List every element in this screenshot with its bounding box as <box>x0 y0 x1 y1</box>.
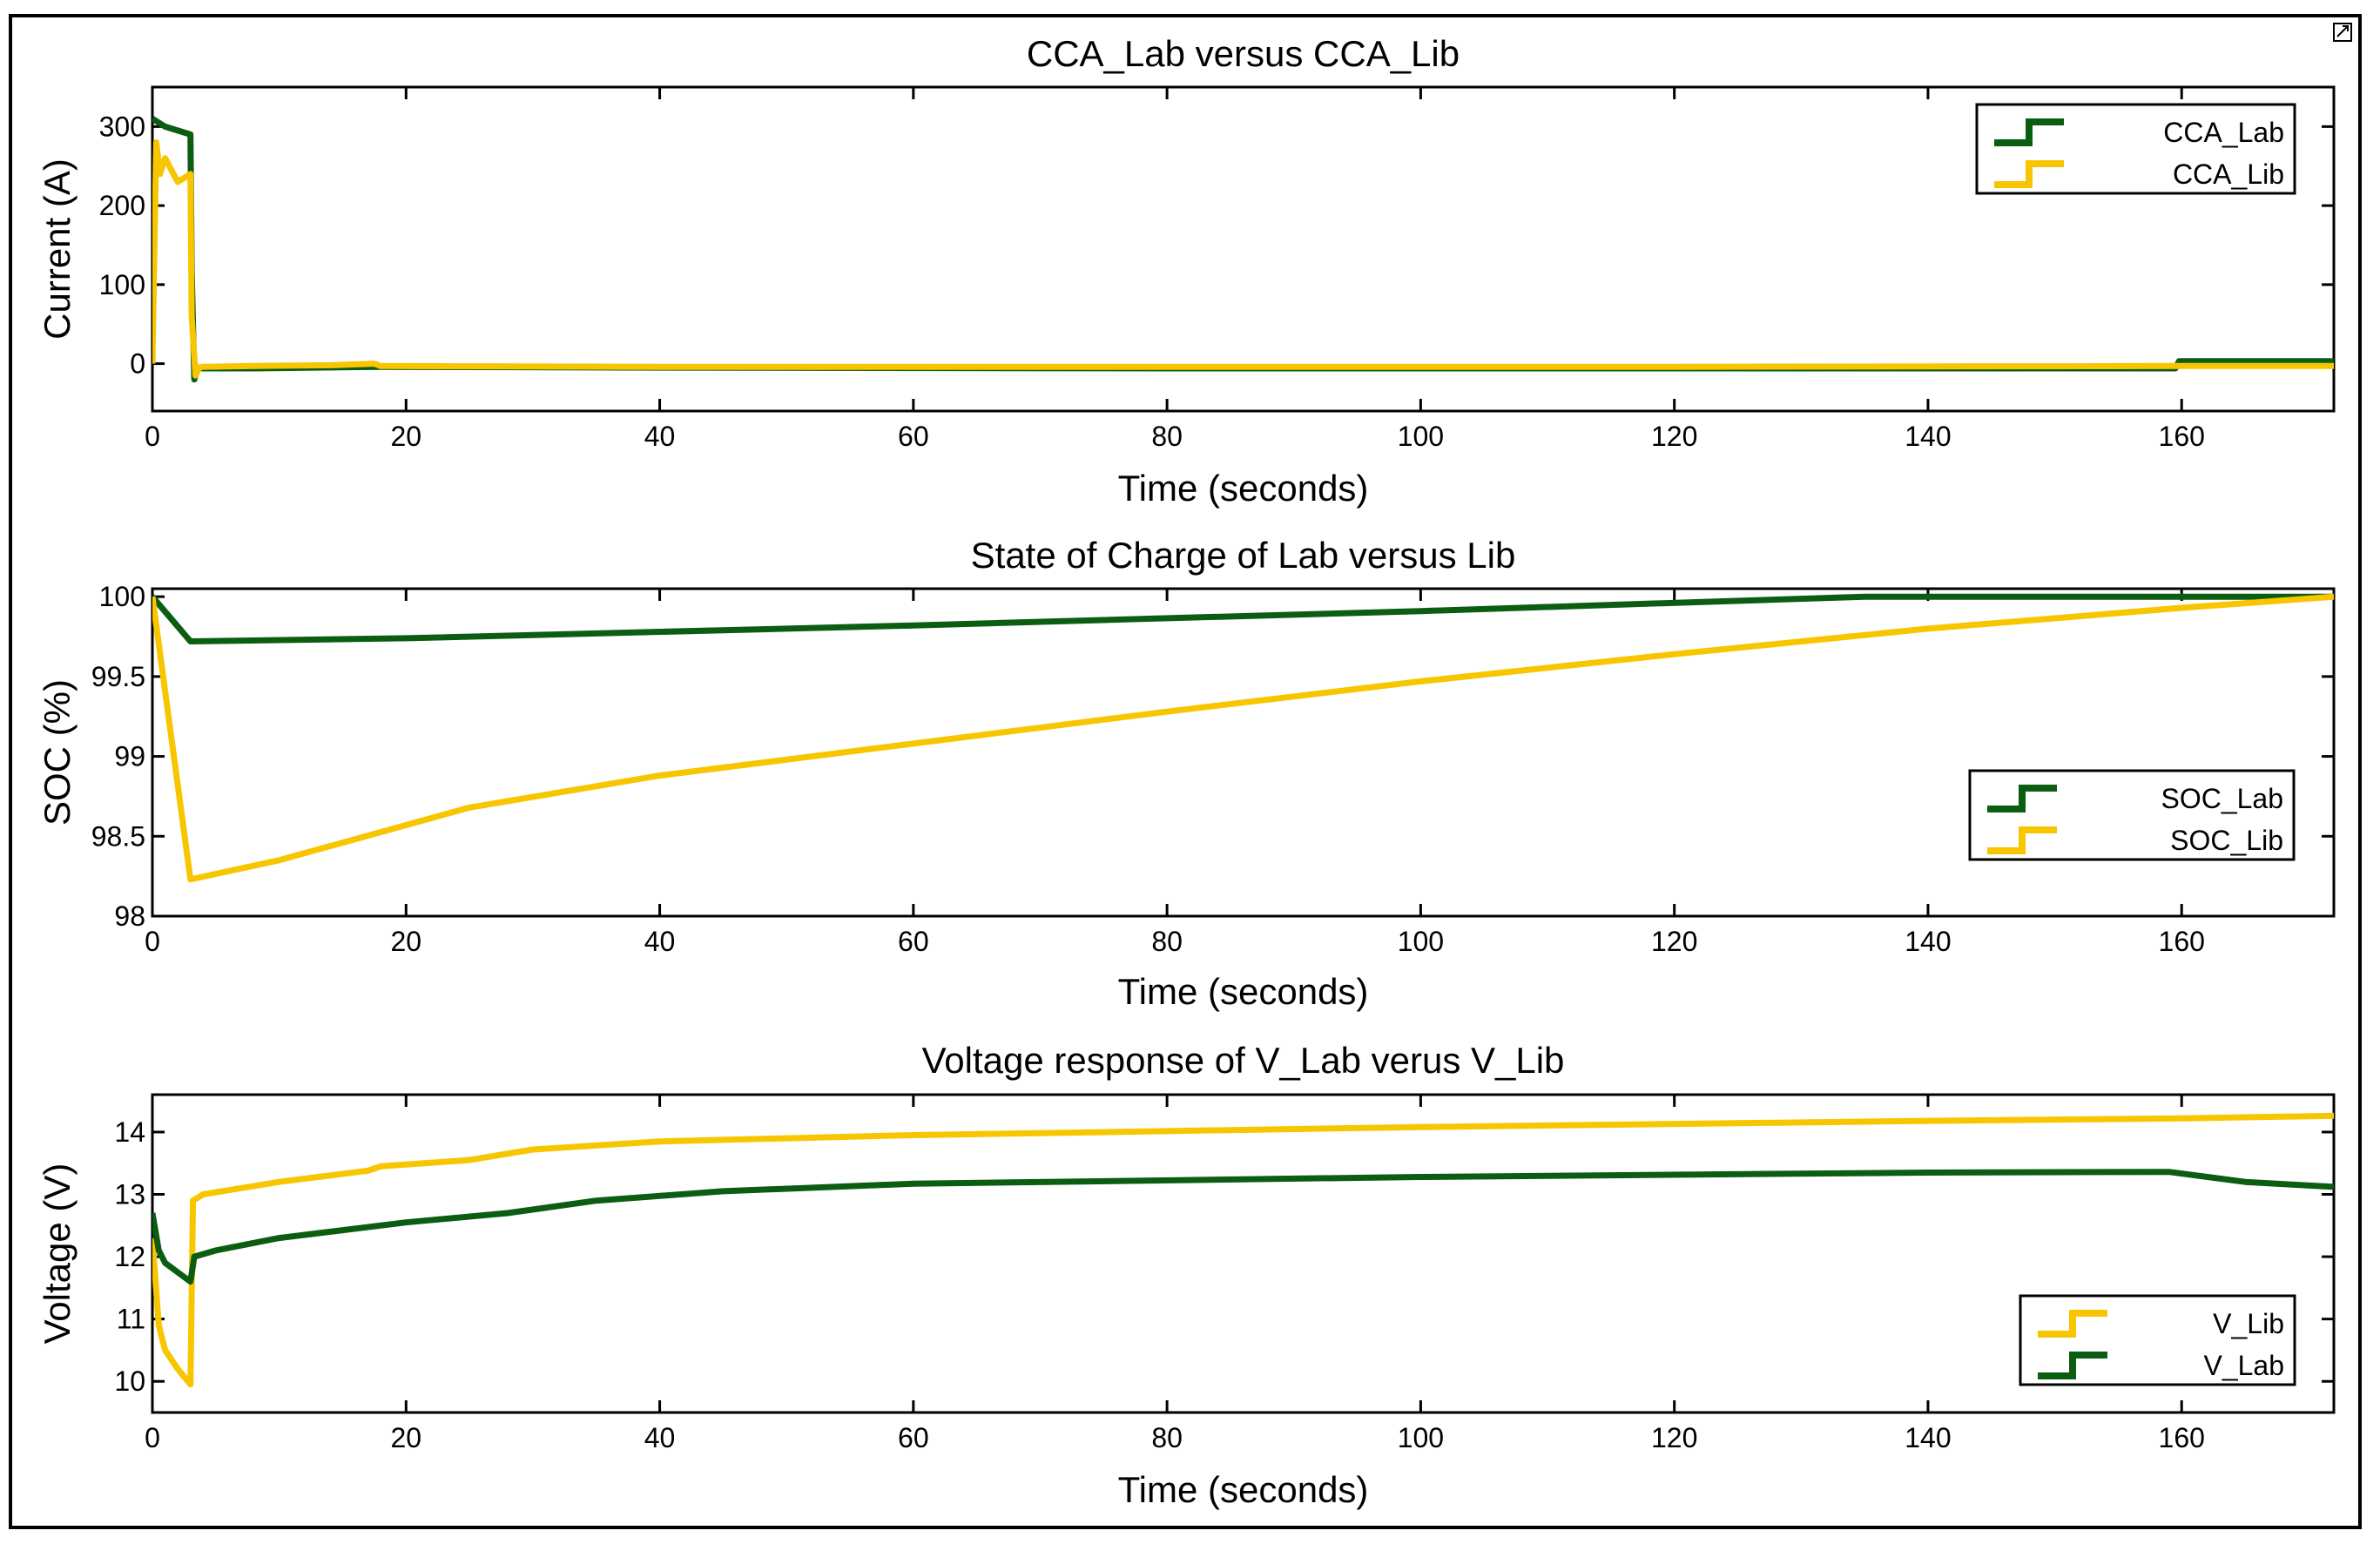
x-axis-label: Time (seconds) <box>1118 971 1369 1012</box>
x-tick-label: 140 <box>1905 926 1951 957</box>
x-tick-label: 20 <box>390 1422 421 1453</box>
series-line-V_Lab <box>152 1169 2334 1285</box>
x-axis-label: Time (seconds) <box>1118 1469 1369 1510</box>
chart-title: CCA_Lab versus CCA_Lib <box>1027 33 1460 74</box>
y-tick-label: 10 <box>114 1365 145 1397</box>
legend-swatch <box>1994 160 2064 188</box>
x-tick-label: 40 <box>644 926 676 957</box>
y-tick-label: 98 <box>114 900 145 932</box>
x-tick-label: 140 <box>1905 421 1951 452</box>
legend: V_Lib V_Lab <box>2019 1294 2296 1386</box>
x-tick-label: 40 <box>644 421 676 452</box>
y-tick-label: 0 <box>130 348 145 380</box>
y-tick-label: 100 <box>99 581 145 612</box>
series-line-CCA_Lib <box>152 139 2334 379</box>
y-tick-label: 99 <box>114 741 145 772</box>
x-tick-label: 140 <box>1905 1422 1951 1453</box>
x-tick-label: 100 <box>1398 926 1444 957</box>
legend-swatch <box>2038 1352 2107 1379</box>
subplot-3: 0 20 40 60 80 100 120 140 160 10 11 12 13 14 Voltage r… <box>37 1040 2336 1510</box>
legend-entry: CCA_Lib <box>2173 158 2284 190</box>
y-axis-label: Current (A) <box>37 158 78 340</box>
y-tick-label: 200 <box>99 190 145 221</box>
legend-swatch <box>1987 785 2057 812</box>
x-axis-label: Time (seconds) <box>1118 468 1369 509</box>
x-tick-label: 60 <box>898 1422 929 1453</box>
x-tick-label: 20 <box>390 421 421 452</box>
chart-title: State of Charge of Lab versus Lib <box>971 535 1516 576</box>
figure-frame <box>9 14 2362 1529</box>
series-line-SOC_Lab <box>152 593 2334 644</box>
y-tick-label: 99.5 <box>91 661 145 692</box>
x-tick-label: 80 <box>1151 926 1183 957</box>
x-tick-label: 160 <box>2159 1422 2205 1453</box>
y-tick-label: 14 <box>114 1116 145 1148</box>
y-axis-label: Voltage (V) <box>37 1163 78 1345</box>
y-tick-label: 100 <box>99 269 145 300</box>
x-tick-label: 100 <box>1398 421 1444 452</box>
legend-swatch <box>2038 1310 2107 1338</box>
x-tick-label: 40 <box>644 1422 676 1453</box>
legend-entry: SOC_Lib <box>2170 825 2283 856</box>
x-tick-label: 60 <box>898 421 929 452</box>
x-tick-label: 60 <box>898 926 929 957</box>
y-tick-label: 13 <box>114 1179 145 1210</box>
axes-box <box>151 1093 2336 1414</box>
y-tick-label: 300 <box>99 111 145 142</box>
series-line-SOC_Lib <box>152 593 2334 883</box>
x-tick-label: 160 <box>2159 421 2205 452</box>
chart-title: Voltage response of V_Lab verus V_Lib <box>922 1040 1565 1081</box>
x-tick-label: 80 <box>1151 1422 1183 1453</box>
x-tick-label: 120 <box>1651 421 1697 452</box>
x-tick-label: 100 <box>1398 1422 1444 1453</box>
legend-entry: V_Lib <box>2213 1308 2284 1339</box>
legend: SOC_Lab SOC_Lib <box>1968 769 2296 861</box>
expand-icon[interactable] <box>2333 23 2352 42</box>
legend: CCA_Lab CCA_Lib <box>1975 103 2296 195</box>
x-tick-label: 160 <box>2159 926 2205 957</box>
x-tick-label: 0 <box>145 1422 160 1453</box>
subplot-2: 0 20 40 60 80 100 120 140 160 98 98.5 99 99.5 100 Stat… <box>37 535 2336 1012</box>
legend-entry: SOC_Lab <box>2161 783 2283 814</box>
y-axis-label: SOC (%) <box>37 679 78 826</box>
subplot-1: 0 20 40 60 80 100 120 140 160 0 100 200 300 CCA_Lab v… <box>37 33 2336 509</box>
y-tick-label: 11 <box>117 1304 145 1335</box>
x-tick-label: 120 <box>1651 1422 1697 1453</box>
legend-swatch <box>1987 826 2057 854</box>
y-tick-label: 98.5 <box>91 820 145 852</box>
series-line-V_Lib <box>152 1112 2334 1388</box>
legend-entry: CCA_Lab <box>2163 117 2284 148</box>
x-tick-label: 120 <box>1651 926 1697 957</box>
legend-swatch <box>1994 118 2064 146</box>
x-tick-label: 0 <box>145 421 160 452</box>
x-tick-label: 80 <box>1151 421 1183 452</box>
x-tick-label: 0 <box>145 926 160 957</box>
axes-box <box>151 587 2336 918</box>
y-tick-label: 12 <box>114 1241 145 1272</box>
legend-entry: V_Lab <box>2203 1350 2284 1381</box>
x-tick-label: 20 <box>390 926 421 957</box>
legend-box <box>2019 1294 2296 1386</box>
